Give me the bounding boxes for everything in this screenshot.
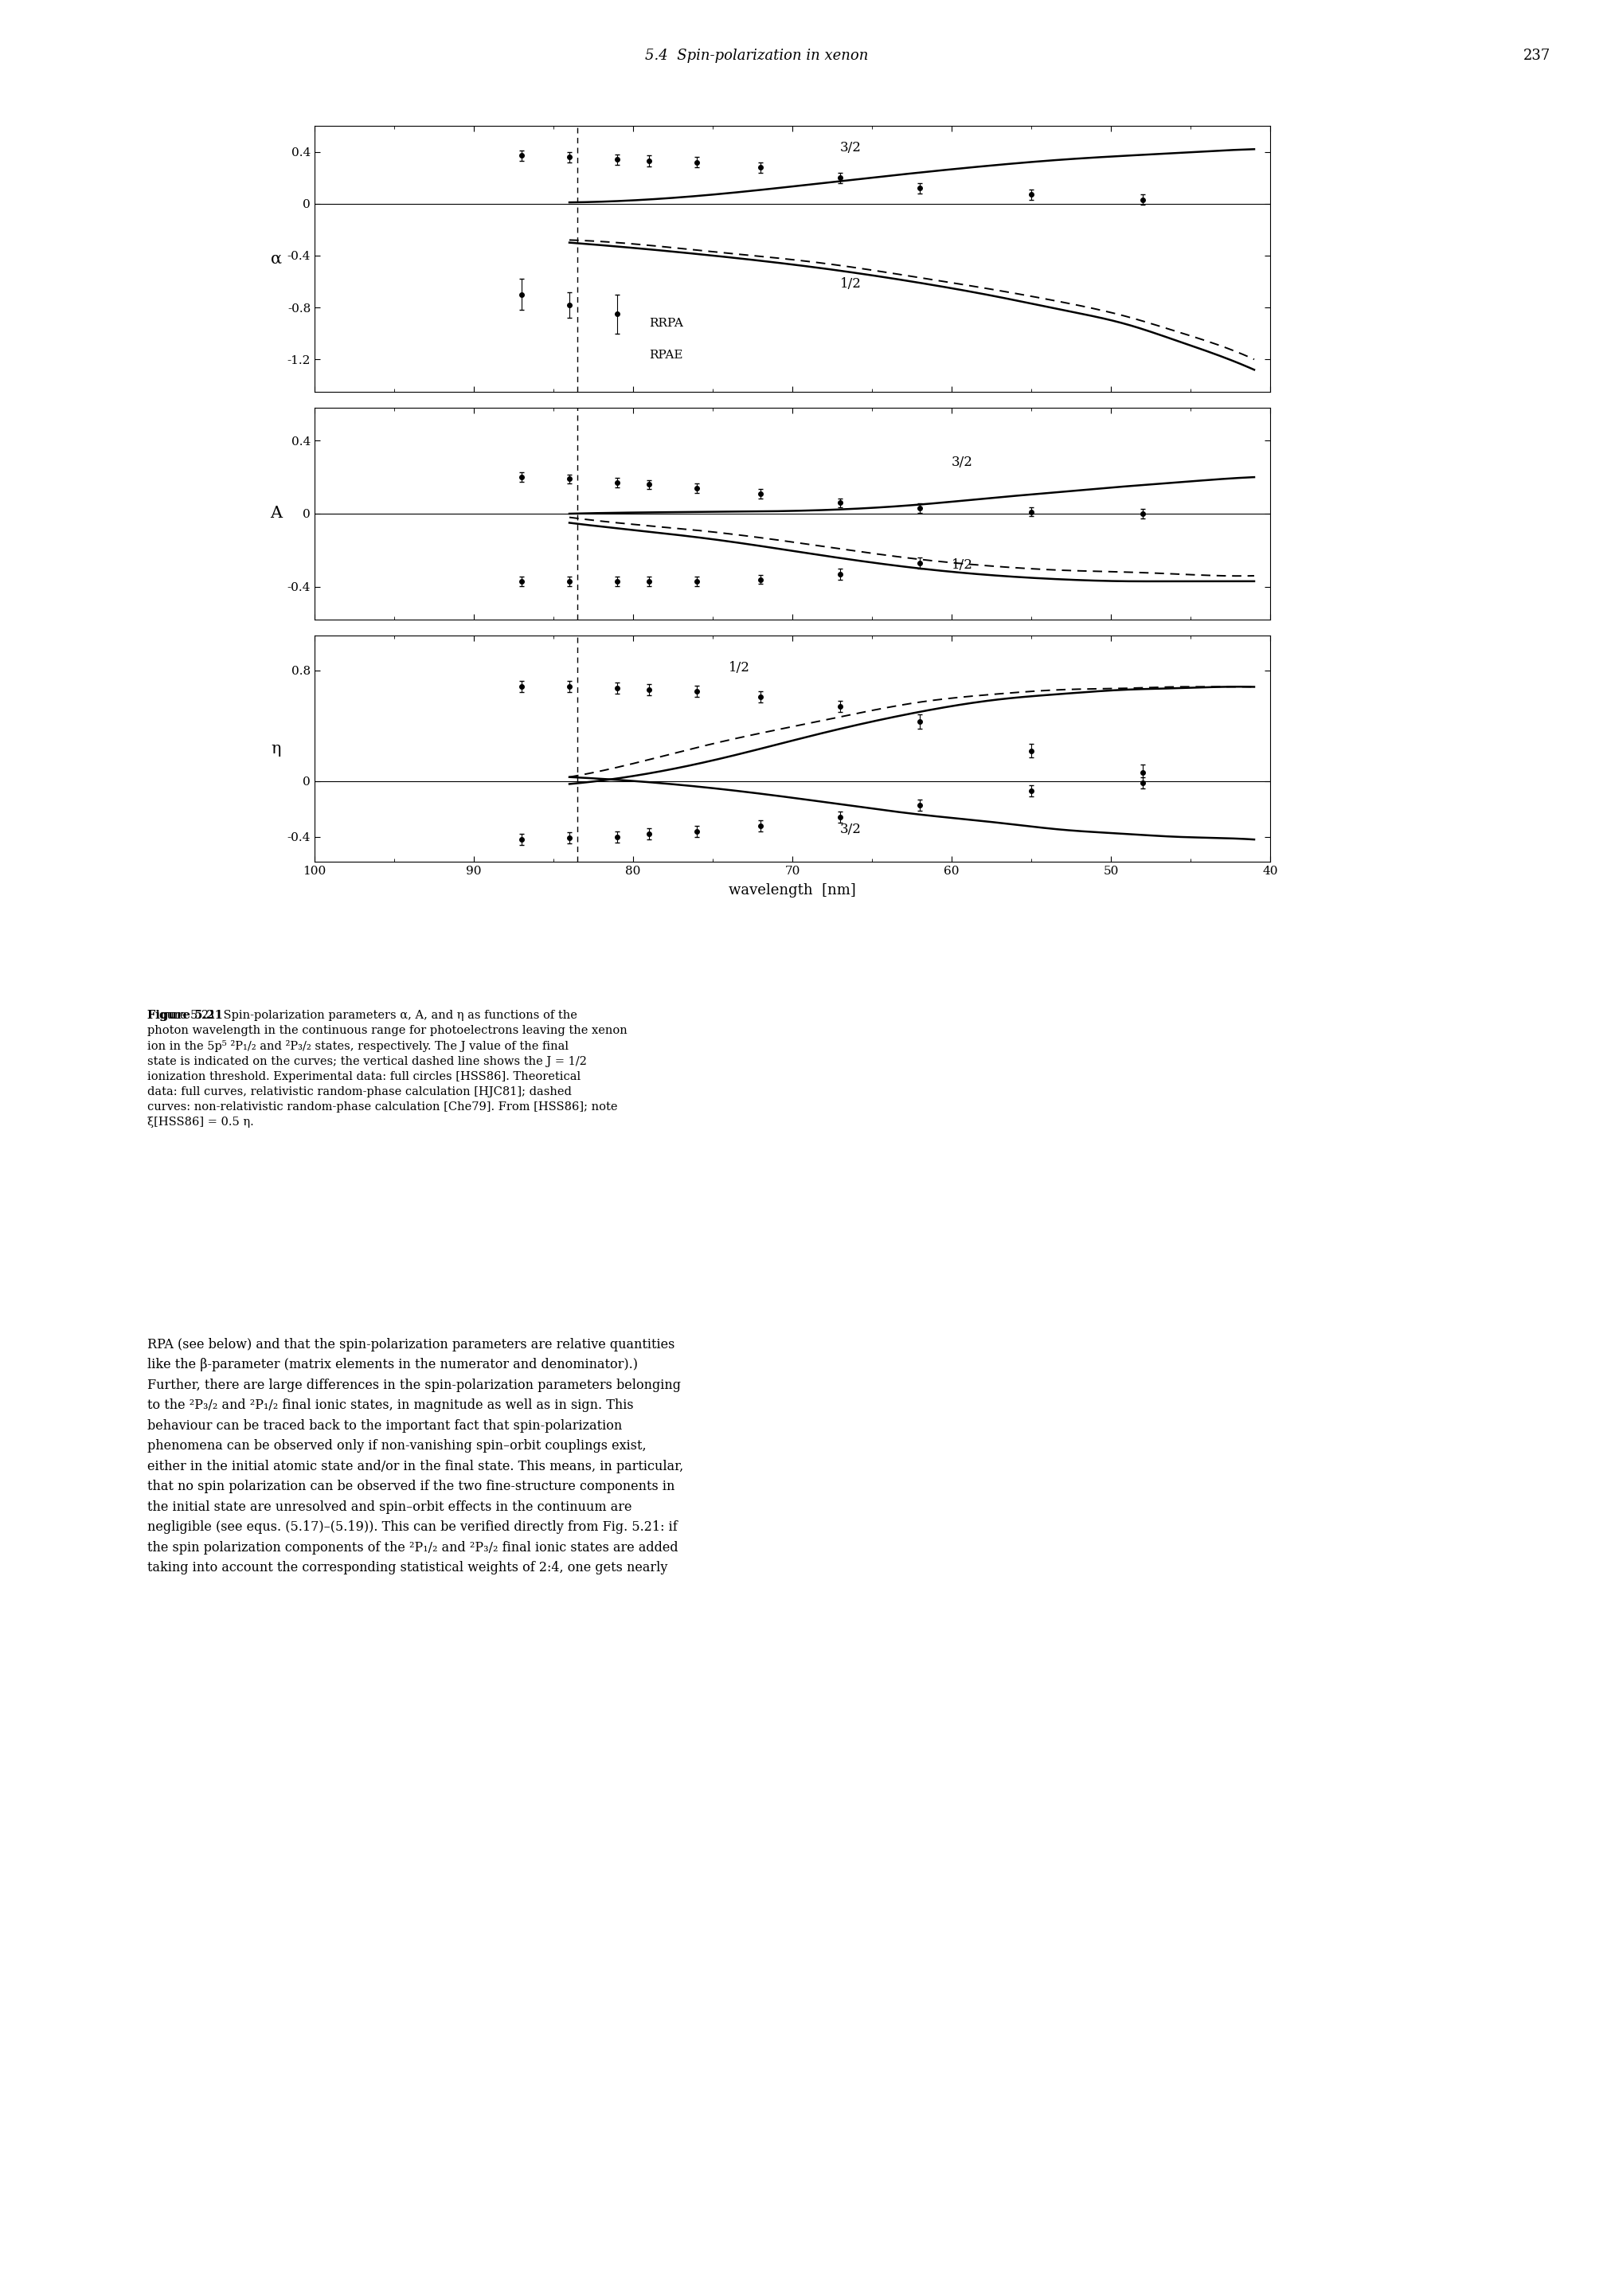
Y-axis label: η: η xyxy=(271,742,281,755)
X-axis label: wavelength  [nm]: wavelength [nm] xyxy=(729,884,856,898)
Text: 3/2: 3/2 xyxy=(952,457,973,468)
Text: Figure 5.21: Figure 5.21 xyxy=(147,1010,223,1022)
Text: Figure 5.21  Spin-polarization parameters α, A, and η as functions of the
photon: Figure 5.21 Spin-polarization parameters… xyxy=(147,1010,627,1127)
Text: 3/2: 3/2 xyxy=(840,140,861,154)
Text: RRPA: RRPA xyxy=(649,317,683,328)
Text: 1/2: 1/2 xyxy=(840,278,861,292)
Y-axis label: A: A xyxy=(271,505,282,521)
Text: 3/2: 3/2 xyxy=(840,822,861,836)
Text: 5.4  Spin-polarization in xenon: 5.4 Spin-polarization in xenon xyxy=(644,48,869,62)
Text: 1/2: 1/2 xyxy=(729,661,750,675)
Text: RPAE: RPAE xyxy=(649,349,683,360)
Text: RPA (see below) and that the spin-polarization parameters are relative quantitie: RPA (see below) and that the spin-polari… xyxy=(147,1339,683,1575)
Text: 1/2: 1/2 xyxy=(952,558,973,572)
Text: 237: 237 xyxy=(1523,48,1550,62)
Y-axis label: α: α xyxy=(271,250,282,266)
